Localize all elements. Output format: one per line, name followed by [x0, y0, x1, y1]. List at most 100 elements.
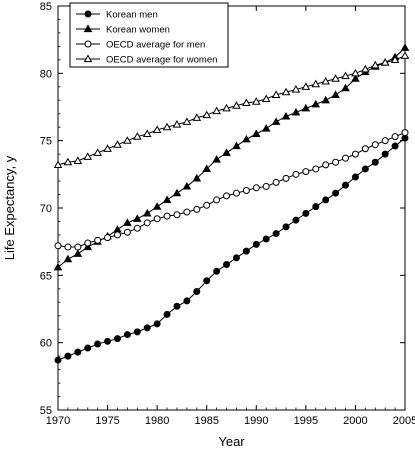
data-point-korean-men [84, 344, 92, 352]
x-tick-label: 1990 [244, 415, 268, 427]
data-point-oecd-average-for-men [342, 154, 350, 162]
data-point-korean-women [142, 208, 152, 217]
data-point-oecd-average-for-women [291, 85, 301, 93]
data-point-oecd-average-for-men [262, 182, 270, 190]
data-point-korean-men [203, 277, 211, 285]
series-oecd-average-for-women [53, 51, 410, 168]
x-tick-label: 2000 [343, 415, 367, 427]
data-point-oecd-average-for-men [104, 234, 112, 242]
data-point-korean-women [133, 214, 142, 222]
data-point-korean-women [73, 249, 83, 257]
x-tick-label: 1985 [194, 415, 218, 427]
data-point-oecd-average-for-women [152, 125, 162, 133]
data-point-korean-women [212, 155, 221, 163]
y-tick-label: 60 [40, 338, 52, 350]
data-point-oecd-average-for-men [163, 212, 171, 220]
data-point-korean-men [282, 223, 290, 231]
data-point-korean-women [331, 90, 340, 98]
data-point-oecd-average-for-men [381, 137, 389, 145]
data-point-oecd-average-for-women [341, 71, 350, 80]
data-point-korean-men [332, 189, 340, 197]
series-korean-women [53, 43, 410, 271]
data-point-korean-men [173, 302, 181, 310]
legend-item-oecd-average-for-men: OECD average for men [76, 40, 205, 51]
data-point-oecd-average-for-men [292, 170, 300, 178]
data-point-korean-men [163, 310, 171, 318]
legend-label: Korean men [106, 10, 158, 21]
data-point-oecd-average-for-women [242, 98, 251, 107]
data-point-oecd-average-for-men [203, 201, 211, 209]
data-point-oecd-average-for-women [311, 79, 321, 88]
data-point-oecd-average-for-men [401, 129, 409, 137]
data-point-oecd-average-for-women [212, 106, 221, 115]
y-tick-label: 80 [40, 68, 52, 80]
legend-label: OECD average for men [106, 40, 205, 51]
data-point-korean-women [63, 254, 73, 263]
data-point-oecd-average-for-men [213, 196, 221, 204]
data-point-korean-women [271, 117, 281, 125]
data-point-oecd-average-for-women [162, 122, 172, 131]
data-point-korean-women [400, 43, 410, 51]
data-point-korean-women [311, 99, 321, 108]
series-oecd-average-for-men [54, 129, 409, 251]
data-point-oecd-average-for-women [83, 152, 93, 160]
data-point-oecd-average-for-men [252, 184, 260, 192]
data-point-oecd-average-for-women [301, 82, 311, 90]
data-point-korean-women [341, 83, 350, 92]
x-axis: 1970 1975 1980 1985 1990 1995 2000 2005 [46, 6, 415, 427]
data-point-oecd-average-for-women [271, 90, 281, 98]
data-point-oecd-average-for-men [282, 174, 290, 182]
legend-item-korean-men: Korean men [76, 10, 158, 21]
data-point-korean-women [123, 218, 132, 226]
data-point-korean-men [74, 348, 82, 356]
data-point-korean-men [213, 267, 221, 275]
data-point-oecd-average-for-women [182, 117, 192, 125]
data-point-oecd-average-for-men [94, 236, 102, 244]
x-tick-label: 1970 [46, 415, 70, 427]
data-point-oecd-average-for-women [142, 129, 152, 138]
data-point-oecd-average-for-women [281, 87, 291, 96]
data-point-korean-men [143, 324, 151, 332]
data-point-oecd-average-for-men [332, 158, 340, 166]
data-point-korean-men [54, 356, 62, 364]
data-point-korean-women [301, 103, 311, 112]
data-point-oecd-average-for-men [84, 239, 92, 247]
data-point-korean-men [242, 247, 250, 255]
data-point-oecd-average-for-men [193, 205, 201, 213]
data-point-oecd-average-for-women [53, 160, 63, 168]
data-point-oecd-average-for-women [222, 103, 231, 112]
series-layer [53, 43, 410, 364]
data-point-oecd-average-for-men [242, 186, 250, 194]
data-point-korean-women [192, 173, 202, 182]
data-point-oecd-average-for-women [133, 132, 142, 140]
data-point-oecd-average-for-women [390, 55, 400, 63]
y-tick-label: 75 [40, 136, 52, 148]
data-point-oecd-average-for-men [74, 243, 82, 251]
data-point-oecd-average-for-men [54, 242, 62, 250]
data-point-oecd-average-for-women [400, 51, 410, 59]
data-point-oecd-average-for-men [351, 150, 359, 158]
legend-marker [84, 10, 92, 18]
data-point-oecd-average-for-women [232, 101, 241, 109]
data-point-oecd-average-for-women [331, 74, 340, 82]
legend-marker [84, 40, 92, 48]
data-point-korean-men [94, 340, 102, 348]
data-point-oecd-average-for-men [371, 141, 379, 149]
data-point-korean-men [64, 352, 72, 360]
data-point-oecd-average-for-men [64, 243, 72, 251]
data-point-korean-women [53, 262, 63, 271]
data-point-korean-men [342, 181, 350, 189]
data-point-korean-men [361, 165, 369, 173]
data-point-korean-women [251, 129, 261, 138]
data-point-korean-women [202, 164, 212, 173]
data-point-korean-men [232, 254, 240, 262]
data-point-korean-women [222, 148, 231, 156]
data-point-korean-men [133, 328, 141, 336]
data-point-oecd-average-for-men [391, 133, 399, 141]
legend: Korean men Korean women OECD average for m… [69, 2, 229, 68]
legend-marker [83, 54, 93, 63]
data-point-oecd-average-for-women [261, 94, 271, 103]
data-point-korean-women [182, 181, 192, 190]
data-point-korean-men [302, 209, 310, 217]
data-point-korean-women [162, 195, 172, 204]
